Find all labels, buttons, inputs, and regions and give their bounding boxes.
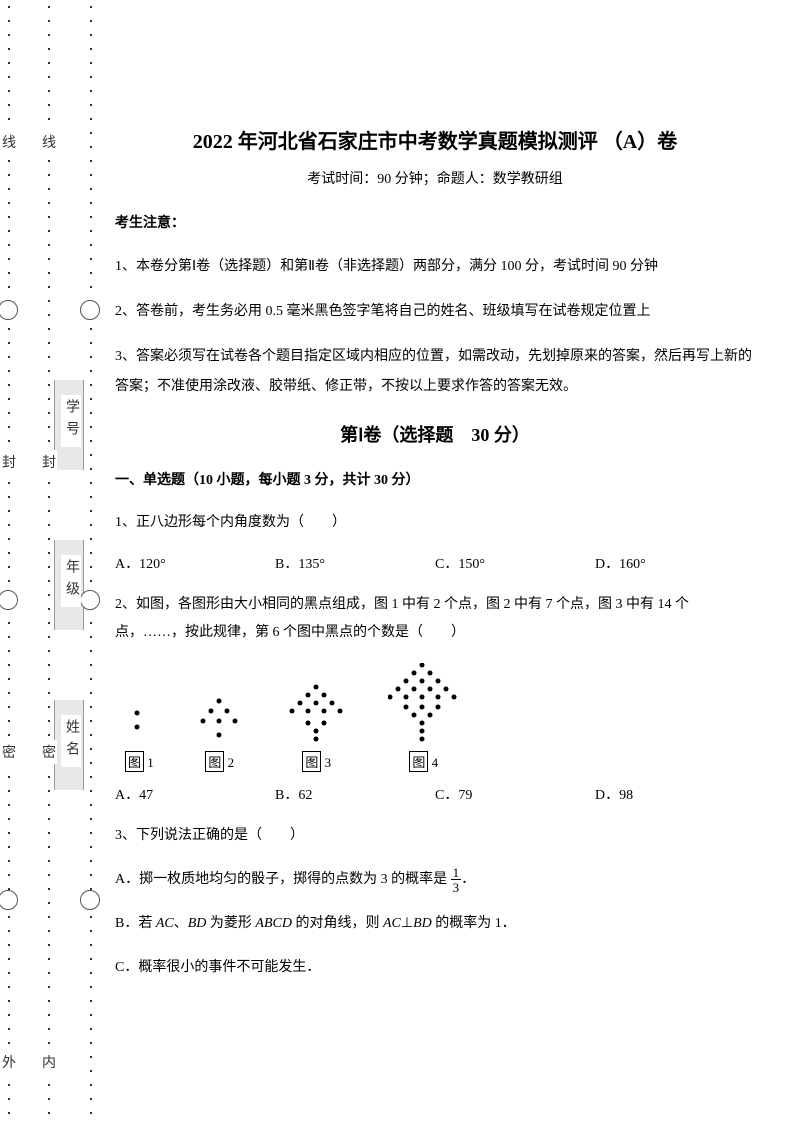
- option-a: A．120°: [115, 553, 275, 573]
- gray-label: 学号: [61, 395, 81, 447]
- option-b: B．135°: [275, 553, 435, 573]
- circle-marker: [80, 590, 100, 610]
- question-2-options: A．47 B．62 C．79 D．98: [115, 784, 755, 804]
- circle-marker: [0, 890, 18, 910]
- notice-item: 3、答案必须写在试卷各个题目指定区域内相应的位置，如需改动，先划掉原来的答案，然…: [115, 342, 755, 404]
- question-1: 1、正八边形每个内角度数为（ ）: [115, 509, 755, 537]
- gray-label: 年级: [61, 555, 81, 607]
- figure-label: 图 3: [302, 751, 331, 772]
- figure-label: 图 1: [125, 751, 154, 772]
- binding-margin: 线 封 密 外 线 封 密 内 学号 年级 姓名: [0, 0, 100, 1122]
- option-b: B．62: [275, 784, 435, 804]
- outer-label: 密: [1, 740, 17, 764]
- notice-item: 1、本卷分第Ⅰ卷（选择题）和第Ⅱ卷（非选择题）两部分，满分 100 分，考试时间…: [115, 252, 755, 283]
- question-3-option-c: C．概率很小的事件不可能发生．: [115, 954, 755, 982]
- outer-label: 封: [1, 450, 17, 474]
- figure-label: 图 4: [409, 751, 438, 772]
- dotted-line-inner: [90, 0, 92, 1122]
- figure-3: 图 3: [286, 683, 348, 772]
- option-d: D．160°: [595, 553, 755, 573]
- question-2-figures: 图 1 图 2 图 3 图 4: [125, 663, 755, 772]
- question-2: 2、如图，各图形由大小相同的黑点组成，图 1 中有 2 个点，图 2 中有 7 …: [115, 591, 755, 647]
- dot-figure-1: [127, 695, 151, 745]
- inner-label: 线: [41, 130, 57, 154]
- exam-title: 2022 年河北省石家庄市中考数学真题模拟测评 （A）卷: [115, 125, 755, 154]
- dot-figure-4: [388, 663, 460, 745]
- outer-label: 外: [1, 1050, 17, 1074]
- figure-label: 图 2: [205, 751, 234, 772]
- circle-marker: [0, 590, 18, 610]
- dot-figure-3: [286, 683, 348, 745]
- figure-4: 图 4: [388, 663, 460, 772]
- notice-header: 考生注意：: [115, 212, 755, 232]
- option-c: C．79: [435, 784, 595, 804]
- inner-label: 密: [41, 740, 57, 764]
- inner-label: 内: [41, 1050, 57, 1074]
- circle-marker: [80, 890, 100, 910]
- question-3-option-a: A．掷一枚质地均匀的骰子，掷得的点数为 3 的概率是 1 3 ．: [115, 866, 755, 894]
- question-3-option-b: B．若 AC、BD 为菱形 ABCD 的对角线，则 AC⊥BD 的概率为 1．: [115, 910, 755, 938]
- outer-label: 线: [1, 130, 17, 154]
- circle-marker: [0, 300, 18, 320]
- question-1-options: A．120° B．135° C．150° D．160°: [115, 553, 755, 573]
- dot-figure-2: [194, 693, 246, 745]
- notice-item: 2、答卷前，考生务必用 0.5 毫米黑色签字笔将自己的姓名、班级填写在试卷规定位…: [115, 297, 755, 328]
- dotted-line-middle: [48, 0, 50, 1122]
- section-title: 第Ⅰ卷（选择题 30 分）: [115, 421, 755, 447]
- figure-1: 图 1: [125, 695, 154, 772]
- question-3: 3、下列说法正确的是（ ）: [115, 822, 755, 850]
- dotted-line-outer: [8, 0, 10, 1122]
- exam-subtitle: 考试时间：90 分钟；命题人：数学教研组: [115, 168, 755, 188]
- option-d: D．98: [595, 784, 755, 804]
- fraction: 1 3: [451, 866, 462, 894]
- gray-label: 姓名: [61, 715, 81, 767]
- figure-2: 图 2: [194, 693, 246, 772]
- exam-content: 2022 年河北省石家庄市中考数学真题模拟测评 （A）卷 考试时间：90 分钟；…: [115, 30, 755, 998]
- inner-label: 封: [41, 450, 57, 474]
- option-c: C．150°: [435, 553, 595, 573]
- circle-marker: [80, 300, 100, 320]
- subsection-title: 一、单选题（10 小题，每小题 3 分，共计 30 分）: [115, 469, 755, 489]
- option-a: A．47: [115, 784, 275, 804]
